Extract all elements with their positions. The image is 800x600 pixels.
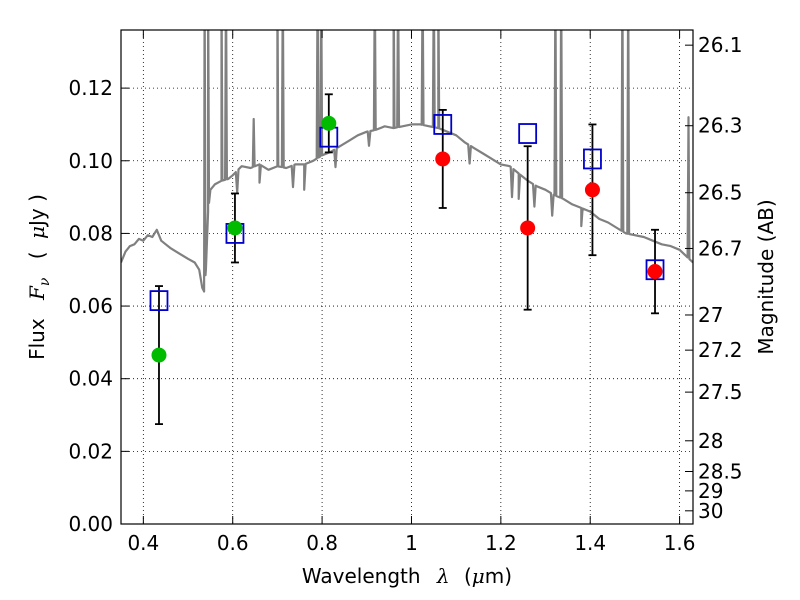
y-tick-label: 0.02 bbox=[68, 439, 113, 463]
x-axis-label-symbol: λ bbox=[436, 564, 450, 588]
x-tick-label: 1.2 bbox=[485, 531, 517, 555]
y-axis-label: Flux Fν ( μJy ) bbox=[25, 194, 54, 360]
observed-point-red bbox=[647, 264, 663, 280]
magnitude-tick-label: 27.2 bbox=[698, 338, 743, 362]
magnitude-tick-label: 26.3 bbox=[698, 114, 743, 138]
magnitude-tick-label: 26.5 bbox=[698, 181, 743, 205]
x-tick-label: 0.4 bbox=[127, 531, 159, 555]
magnitude-tick-label: 26.7 bbox=[698, 236, 743, 260]
magnitude-tick-label: 28 bbox=[698, 429, 723, 453]
y-tick-label: 0.04 bbox=[68, 367, 113, 391]
model-flux-box bbox=[583, 148, 602, 170]
x-tick-label: 1 bbox=[405, 531, 418, 555]
y-axis-label-mu: μ bbox=[25, 226, 49, 239]
y-tick-label: 0.10 bbox=[68, 149, 113, 173]
observed-point-green bbox=[321, 115, 337, 131]
y-tick-label: 0.08 bbox=[68, 221, 113, 245]
observed-point-green bbox=[227, 220, 243, 236]
magnitude-tick-label: 30 bbox=[698, 499, 723, 523]
magnitude-tick-label: 28.5 bbox=[698, 459, 743, 483]
y-axis-label-symbol: F bbox=[25, 285, 49, 301]
magnitude-tick-label: 27 bbox=[698, 303, 723, 327]
y-axis-label-text: Flux bbox=[25, 318, 49, 360]
observed-point-red bbox=[520, 220, 536, 236]
y-axis-label-paren-open: ( bbox=[25, 251, 49, 259]
magnitude-axis-label: Magnitude (AB) bbox=[754, 199, 778, 354]
y-axis-label-unit: Jy ) bbox=[25, 194, 49, 228]
x-axis-label: Wavelength λ (μm) bbox=[302, 564, 512, 588]
observed-points bbox=[151, 115, 663, 363]
x-tick-label: 1.4 bbox=[574, 531, 606, 555]
x-axis-label-unit: m) bbox=[485, 564, 512, 588]
observed-point-red bbox=[435, 151, 451, 167]
y-axis-label-subscript: ν bbox=[37, 277, 53, 286]
x-ticks: 0.4 0.6 0.8 1 1.2 1.4 1.6 bbox=[127, 30, 696, 555]
x-tick-label: 1.6 bbox=[664, 531, 696, 555]
magnitude-tick-label: 29 bbox=[698, 479, 723, 503]
model-flux-box bbox=[433, 114, 453, 135]
x-axis-label-text: Wavelength bbox=[302, 564, 421, 588]
observed-point-green bbox=[151, 347, 167, 363]
model-flux-box bbox=[149, 290, 169, 312]
x-axis-label-mu: μ bbox=[472, 564, 485, 588]
model-flux-box bbox=[518, 123, 538, 144]
model-flux-box bbox=[645, 259, 665, 281]
y-tick-label: 0.00 bbox=[68, 512, 113, 536]
x-axis-label-paren-open: ( bbox=[464, 564, 472, 588]
plot-frame bbox=[120, 29, 694, 525]
observed-point-red bbox=[584, 182, 600, 198]
y-ticks: 0.00 0.02 0.04 0.06 0.08 0.10 0.12 bbox=[68, 76, 129, 536]
x-tick-label: 0.6 bbox=[217, 531, 249, 555]
plot-background bbox=[121, 30, 693, 524]
magnitude-tick-label: 26.1 bbox=[698, 33, 743, 57]
y-tick-label: 0.06 bbox=[68, 294, 113, 318]
y-tick-label: 0.12 bbox=[68, 76, 113, 100]
magnitude-tick-label: 27.5 bbox=[698, 380, 743, 404]
spectrum-line bbox=[121, 30, 693, 293]
spectrum-layer bbox=[121, 30, 693, 293]
x-tick-label: 0.8 bbox=[306, 531, 338, 555]
